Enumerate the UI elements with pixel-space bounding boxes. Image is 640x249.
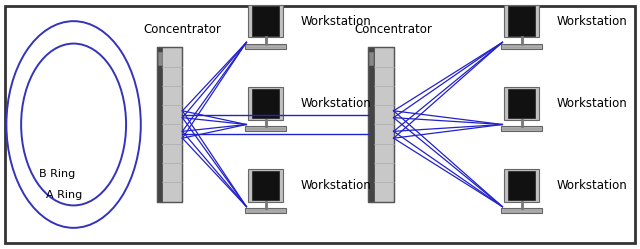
Bar [157, 47, 163, 202]
FancyBboxPatch shape [5, 6, 635, 243]
Bar [157, 47, 182, 202]
Bar [252, 6, 279, 36]
Bar [504, 5, 540, 37]
Bar [504, 87, 540, 120]
Text: Workstation: Workstation [301, 15, 372, 28]
Text: Workstation: Workstation [557, 15, 628, 28]
Bar [244, 44, 287, 49]
Text: B Ring: B Ring [40, 169, 76, 179]
Bar [244, 208, 287, 213]
Text: Workstation: Workstation [557, 97, 628, 110]
Text: Workstation: Workstation [301, 179, 372, 192]
Bar [248, 87, 283, 120]
Bar [508, 6, 535, 36]
Bar [368, 47, 394, 202]
Bar [252, 89, 279, 118]
Bar [504, 169, 540, 202]
Bar [500, 126, 542, 131]
Bar [157, 47, 182, 202]
Bar [508, 171, 535, 200]
Text: Workstation: Workstation [557, 179, 628, 192]
Bar [500, 208, 542, 213]
Bar [500, 44, 542, 49]
Bar [508, 89, 535, 118]
Text: Concentrator: Concentrator [355, 23, 433, 36]
Bar [244, 126, 287, 131]
Text: A Ring: A Ring [46, 190, 82, 200]
Bar [368, 47, 394, 202]
Text: Concentrator: Concentrator [143, 23, 221, 36]
Bar [158, 52, 162, 65]
Bar [369, 52, 373, 65]
Bar [248, 169, 283, 202]
Bar [368, 47, 374, 202]
Bar [248, 5, 283, 37]
Text: Workstation: Workstation [301, 97, 372, 110]
Bar [252, 171, 279, 200]
